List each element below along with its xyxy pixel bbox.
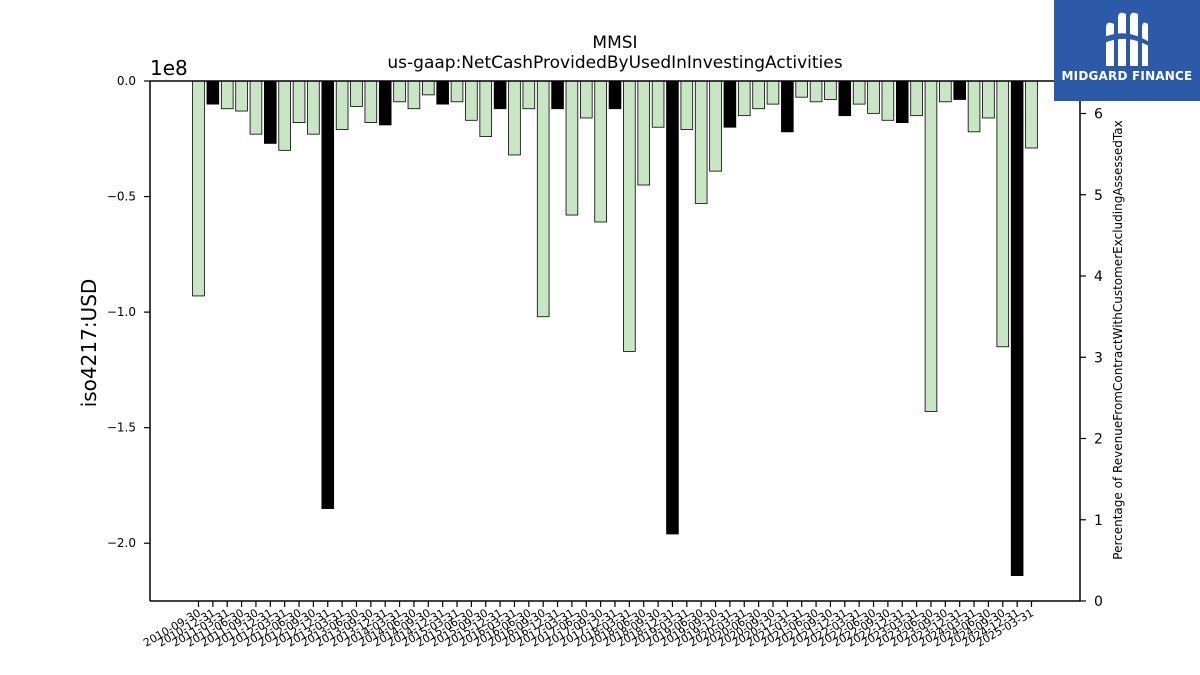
bar [895, 80, 909, 123]
bar [709, 80, 722, 172]
bar [781, 80, 794, 133]
y2-tick-label: 2 [1094, 432, 1103, 448]
bar [795, 80, 809, 98]
bar [680, 80, 694, 130]
bar [378, 80, 392, 126]
bar [723, 80, 737, 128]
secondary-y-axis-ticks: 0 1 2 3 4 5 6 [1080, 107, 1103, 610]
bar [809, 80, 823, 103]
bar [953, 80, 966, 100]
bar [766, 80, 780, 105]
bar [752, 80, 765, 110]
bar [436, 80, 449, 105]
bar [637, 80, 651, 186]
bar [450, 80, 464, 103]
bar [393, 80, 406, 103]
y-tick-label: −2.0 [107, 536, 136, 550]
bar [996, 80, 1010, 348]
bar [278, 80, 291, 151]
bar [192, 80, 205, 297]
bar [292, 80, 306, 123]
bar [594, 80, 607, 223]
bar [881, 80, 895, 121]
bar [1025, 80, 1038, 149]
bar [235, 80, 248, 112]
y-tick-label: −0.5 [107, 190, 136, 204]
bar [522, 80, 536, 110]
bar [565, 80, 579, 216]
logo-text: MIDGARD FINANCE [1061, 69, 1193, 83]
bar [321, 80, 335, 509]
bar [1010, 80, 1024, 576]
bar [465, 80, 478, 121]
y-axis-label: iso4217:USD [77, 279, 101, 408]
bar [852, 80, 866, 105]
bar [666, 80, 679, 535]
bar [737, 80, 751, 117]
y-tick-label: 0.0 [117, 74, 136, 88]
bar [838, 80, 852, 117]
bar [335, 80, 349, 130]
bar [479, 80, 493, 137]
y-axis-ticks: 0.0 −0.5 −1.0 −1.5 −2.0 [107, 74, 150, 550]
midgard-finance-logo: MIDGARD FINANCE [1054, 0, 1200, 101]
bar [579, 80, 593, 119]
bar [910, 80, 923, 117]
y2-tick-label: 4 [1094, 269, 1103, 285]
bar [551, 80, 564, 110]
y2-tick-label: 6 [1094, 107, 1103, 123]
chart-title: MMSI [592, 33, 637, 53]
x-axis-ticks: 2010-09-302010-12-312011-03-312011-06-30… [141, 601, 1036, 650]
bar [350, 80, 363, 107]
y-tick-label: −1.5 [107, 421, 136, 435]
bar [924, 80, 938, 412]
bar [536, 80, 550, 318]
chart-subtitle: us-gaap:NetCashProvidedByUsedInInvesting… [387, 53, 842, 73]
bar [364, 80, 378, 123]
bar [694, 80, 708, 204]
y2-tick-label: 5 [1094, 188, 1103, 204]
bar [206, 80, 220, 105]
secondary-y-axis-label: Percentage of RevenueFromContractWithCus… [1111, 120, 1125, 559]
bar [623, 80, 636, 352]
y2-tick-label: 3 [1094, 350, 1103, 366]
bar [824, 80, 837, 100]
bar [651, 80, 665, 128]
bar-series [192, 80, 1038, 576]
bar [493, 80, 507, 110]
y-axis-offset-text: 1e8 [150, 56, 188, 80]
y2-tick-label: 0 [1094, 594, 1103, 610]
logo-mark-icon [1102, 12, 1152, 67]
bar [421, 80, 435, 96]
bar [249, 80, 263, 135]
bar [264, 80, 277, 144]
bar [608, 80, 622, 110]
bar [967, 80, 981, 133]
bar [982, 80, 995, 119]
bar [307, 80, 320, 135]
bar [407, 80, 421, 110]
y-tick-label: −1.0 [107, 305, 136, 319]
bar [939, 80, 952, 103]
bar [867, 80, 880, 114]
bar [508, 80, 521, 156]
bar [220, 80, 234, 110]
y2-tick-label: 1 [1094, 513, 1103, 529]
